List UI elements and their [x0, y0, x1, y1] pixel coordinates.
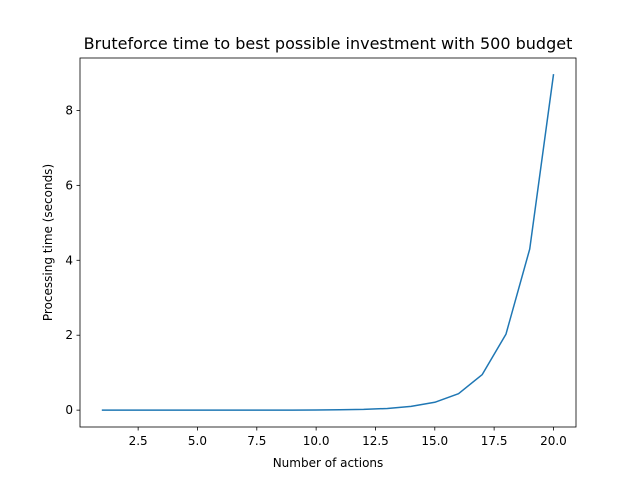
x-tick-label: 5.0	[188, 434, 207, 448]
y-tick-label: 0	[65, 403, 73, 417]
x-axis-ticks: 2.5 5.0 7.5 10.0 12.5 15.0 17.5 20.0	[129, 427, 567, 448]
x-tick-label: 10.0	[303, 434, 330, 448]
y-tick-label: 8	[65, 103, 73, 117]
x-tick-label: 15.0	[421, 434, 448, 448]
plot-frame	[79, 57, 577, 428]
x-axis-label: Number of actions	[273, 456, 384, 470]
y-axis-ticks: 0 2 4 6 8	[65, 103, 80, 417]
y-axis-label: Processing time (seconds)	[41, 164, 55, 321]
y-tick-label: 6	[65, 178, 73, 192]
y-tick-label: 2	[65, 328, 73, 342]
x-tick-label: 20.0	[540, 434, 567, 448]
x-tick-label: 2.5	[129, 434, 148, 448]
x-tick-label: 7.5	[247, 434, 266, 448]
plot-area	[101, 74, 555, 411]
x-tick-label: 12.5	[362, 434, 389, 448]
chart-title: Bruteforce time to best possible investm…	[84, 34, 573, 53]
y-tick-label: 4	[65, 253, 73, 267]
series-line	[101, 74, 555, 411]
x-tick-label: 17.5	[481, 434, 508, 448]
